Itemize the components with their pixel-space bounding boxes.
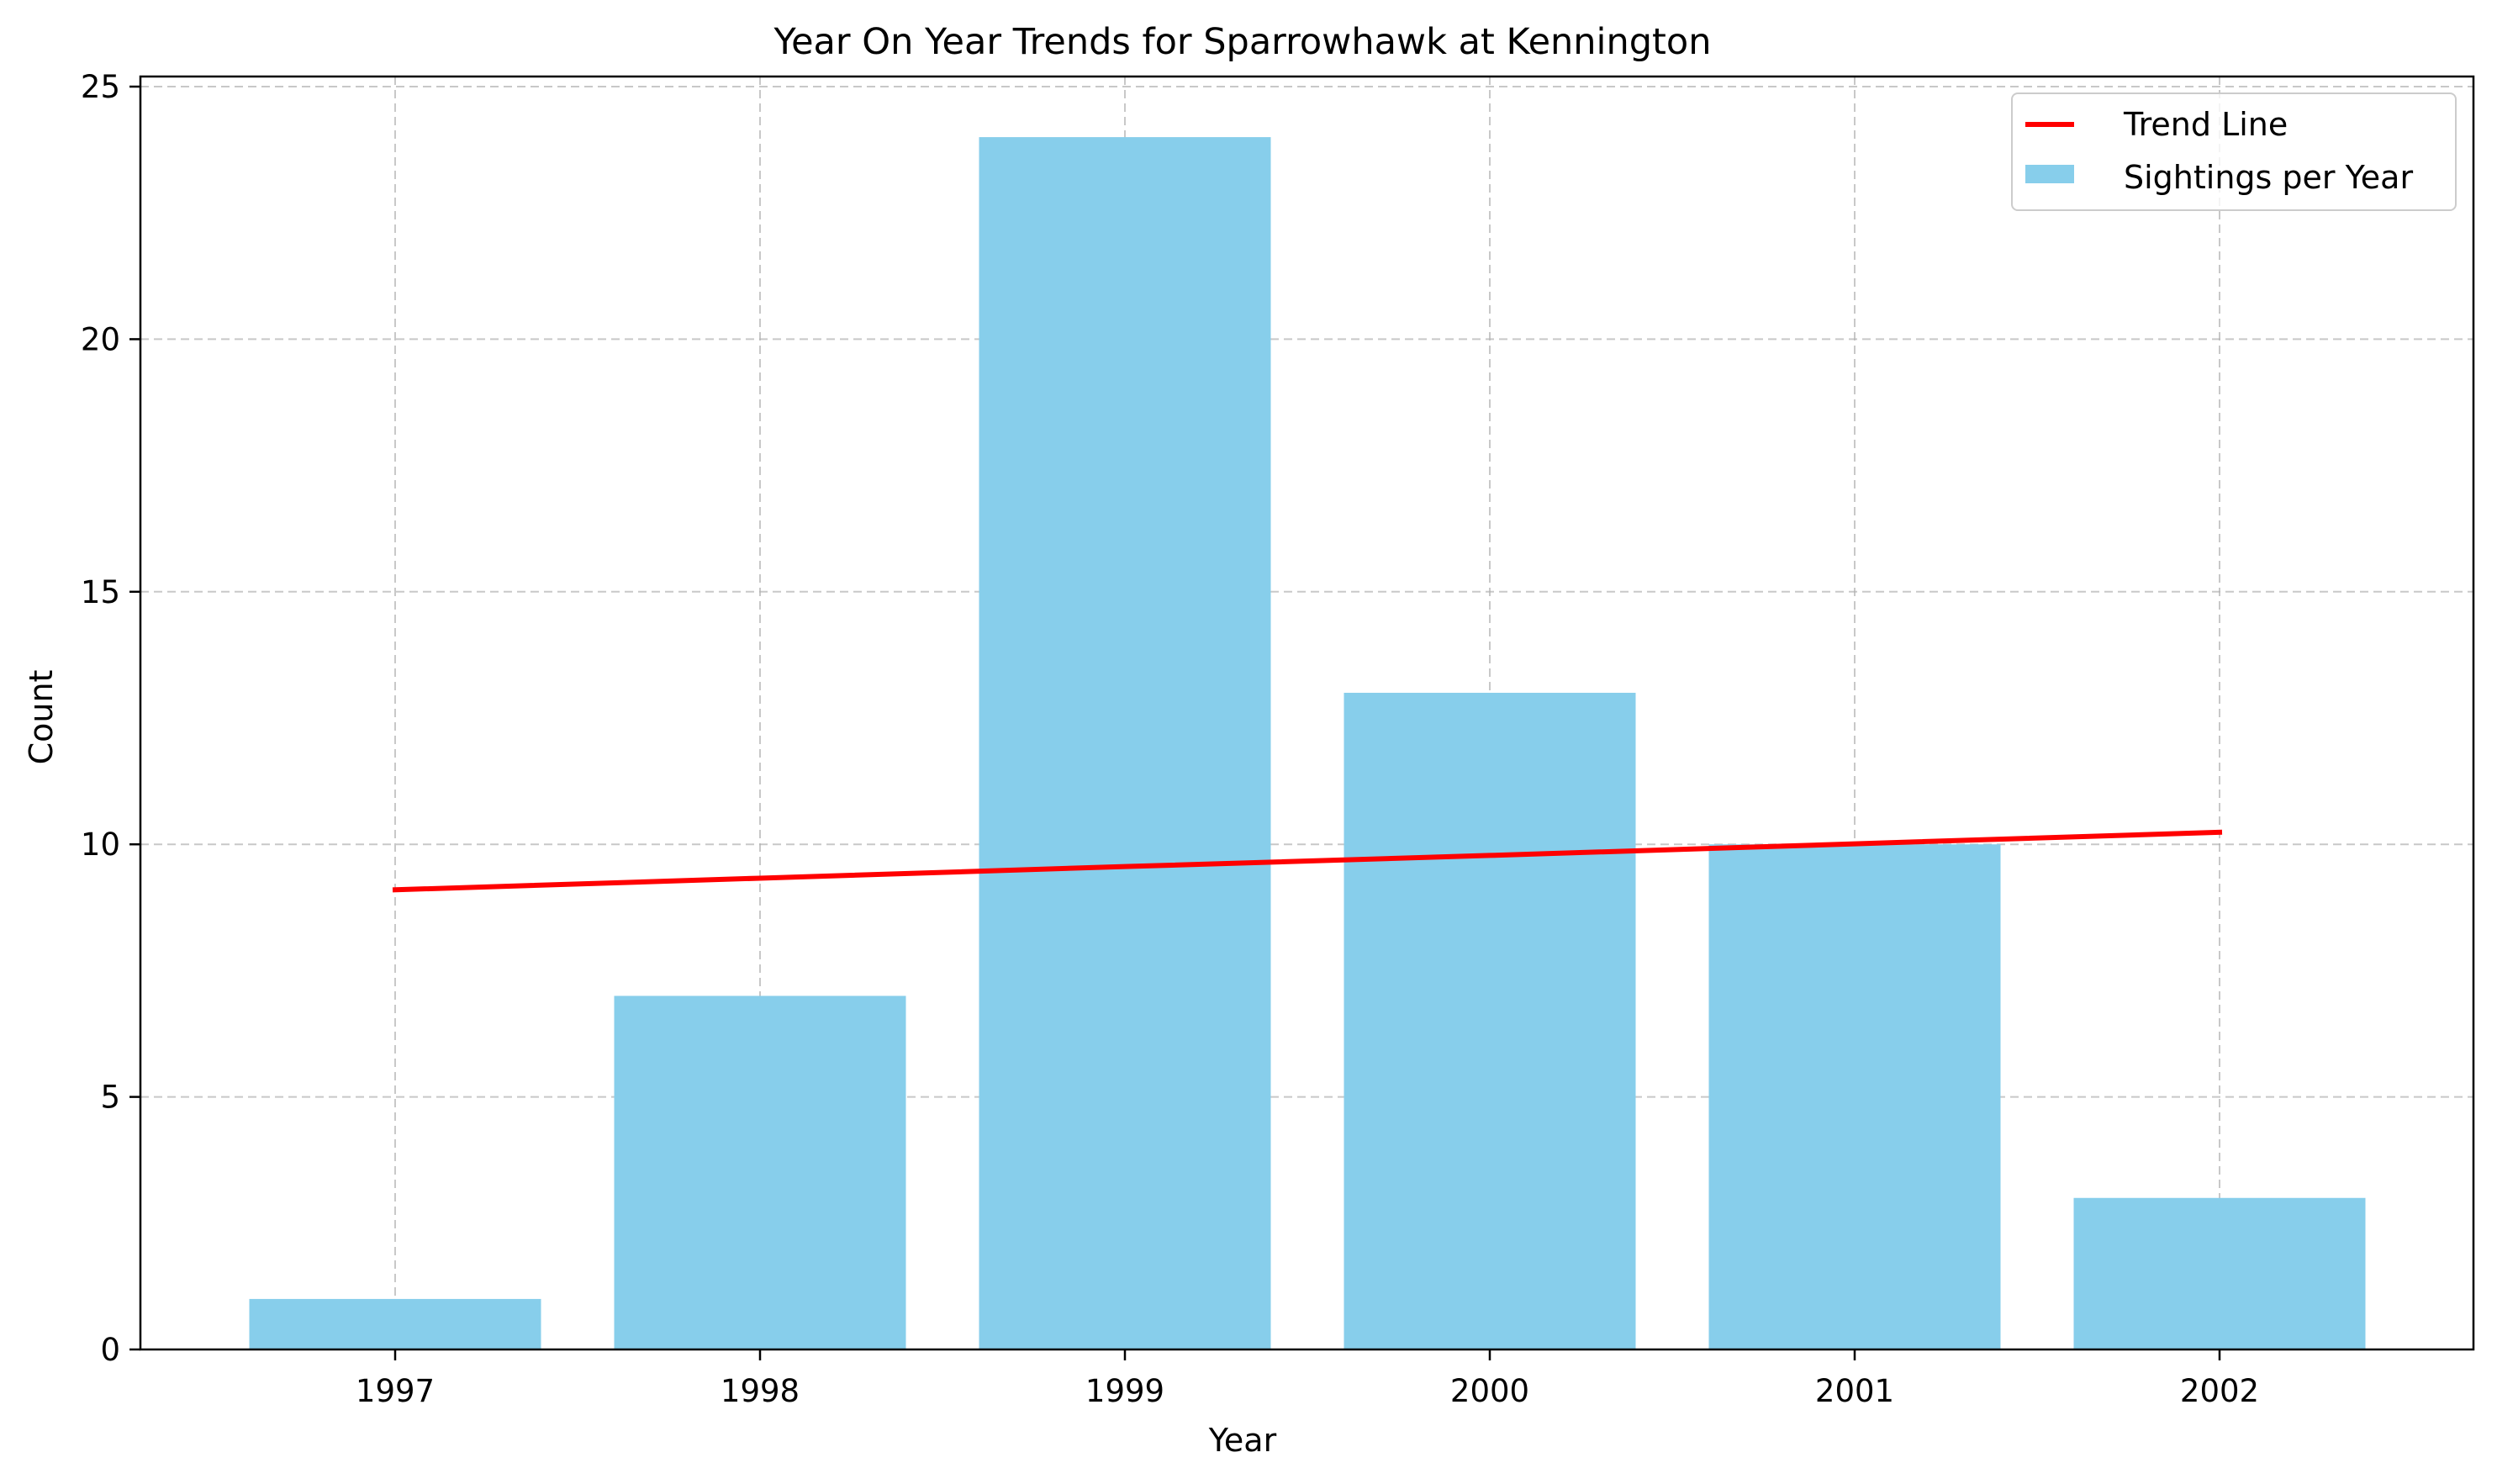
bar-2000 — [1344, 692, 1636, 1349]
trend-line — [392, 829, 2223, 893]
y-tick-label: 0 — [100, 1332, 120, 1368]
y-tick-label: 15 — [81, 574, 120, 610]
bar-2002 — [2073, 1197, 2366, 1349]
y-tick-label: 10 — [81, 826, 120, 863]
y-tick-label: 5 — [100, 1080, 120, 1116]
x-tick-label: 2002 — [2180, 1373, 2259, 1409]
legend-sightings-label: Sightings per Year — [2124, 159, 2413, 196]
x-tick-label: 1997 — [356, 1373, 435, 1409]
y-axis-label: Count — [23, 670, 60, 765]
y-tick-label: 25 — [81, 69, 120, 105]
chart-title: Year On Year Trends for Sparrowhawk at K… — [773, 21, 1712, 63]
x-tick-label: 1999 — [1085, 1373, 1164, 1409]
legend-sightings-swatch — [2025, 165, 2074, 183]
x-axis-ticks: 1997 1998 1999 2000 2001 2002 — [356, 1349, 2259, 1409]
legend-box — [2011, 92, 2457, 211]
bars — [249, 137, 2366, 1350]
x-tick-label: 2000 — [1450, 1373, 1529, 1409]
bar-1998 — [614, 995, 906, 1349]
x-tick-label: 1998 — [721, 1373, 800, 1409]
bar-2001 — [1708, 844, 2001, 1349]
trend-line-layer — [392, 829, 2223, 893]
bar-1999 — [979, 137, 1271, 1350]
y-axis-ticks: 0 5 10 15 20 25 — [81, 69, 140, 1368]
x-axis-label: Year — [1208, 1422, 1277, 1459]
bar-1997 — [249, 1298, 541, 1349]
legend: Trend Line Sightings per Year — [2011, 92, 2457, 211]
plot-frame — [139, 75, 2475, 1351]
x-tick-label: 2001 — [1815, 1373, 1894, 1409]
y-tick-label: 20 — [81, 321, 120, 357]
legend-trend-line-label: Trend Line — [2123, 106, 2288, 143]
axes — [139, 75, 2475, 1351]
